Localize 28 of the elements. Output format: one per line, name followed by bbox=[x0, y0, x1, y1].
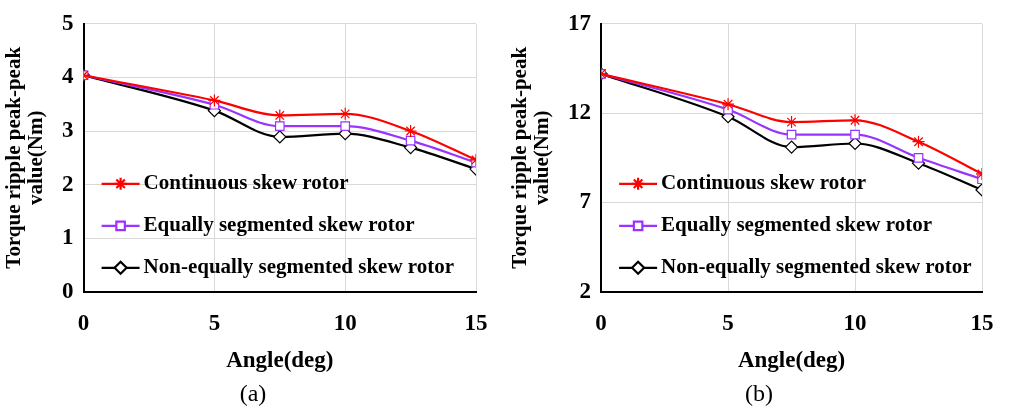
x-tick-label: 10 bbox=[333, 309, 357, 335]
text: (a) bbox=[238, 379, 268, 408]
x-axis-title: Angle(deg) bbox=[226, 347, 334, 373]
y-tick-label: 4 bbox=[62, 63, 75, 89]
y-tick-label: 5 bbox=[62, 9, 74, 35]
y-tick-label: 7 bbox=[579, 188, 592, 214]
x-axis-title: Angle(deg) bbox=[737, 347, 846, 373]
legend-label: Equally segmented skew rotor bbox=[661, 212, 932, 237]
legend-label: Non-equally segmented skew rotor bbox=[661, 254, 972, 279]
y-tick-label: 3 bbox=[62, 116, 74, 142]
y-tick-label: 2 bbox=[62, 170, 74, 196]
y-tick-label: 2 bbox=[579, 277, 592, 303]
y-tick-label: 0 bbox=[62, 277, 74, 303]
x-tick-label: 15 bbox=[464, 309, 488, 335]
x-tick-label: 15 bbox=[970, 309, 994, 335]
y-axis-title: Torque ripple peak-peak value(Nm) bbox=[507, 46, 554, 269]
x-tick-label: 10 bbox=[843, 309, 867, 335]
legend-label: Non-equally segmented skew rotor bbox=[143, 254, 455, 279]
y-axis-title: Torque ripple peak-peak value(Nm) bbox=[1, 46, 48, 269]
y-tick-label: 17 bbox=[568, 9, 592, 35]
x-tick-label: 5 bbox=[208, 309, 221, 335]
legend-label: Continuous skew rotor bbox=[143, 170, 349, 195]
text: (b) bbox=[744, 379, 774, 408]
legend-label: Continuous skew rotor bbox=[661, 170, 867, 195]
y-tick-label: 12 bbox=[568, 99, 592, 125]
y-tick-label: 1 bbox=[62, 224, 74, 250]
legend-label: Equally segmented skew rotor bbox=[143, 212, 415, 237]
x-tick-label: 5 bbox=[722, 309, 734, 335]
